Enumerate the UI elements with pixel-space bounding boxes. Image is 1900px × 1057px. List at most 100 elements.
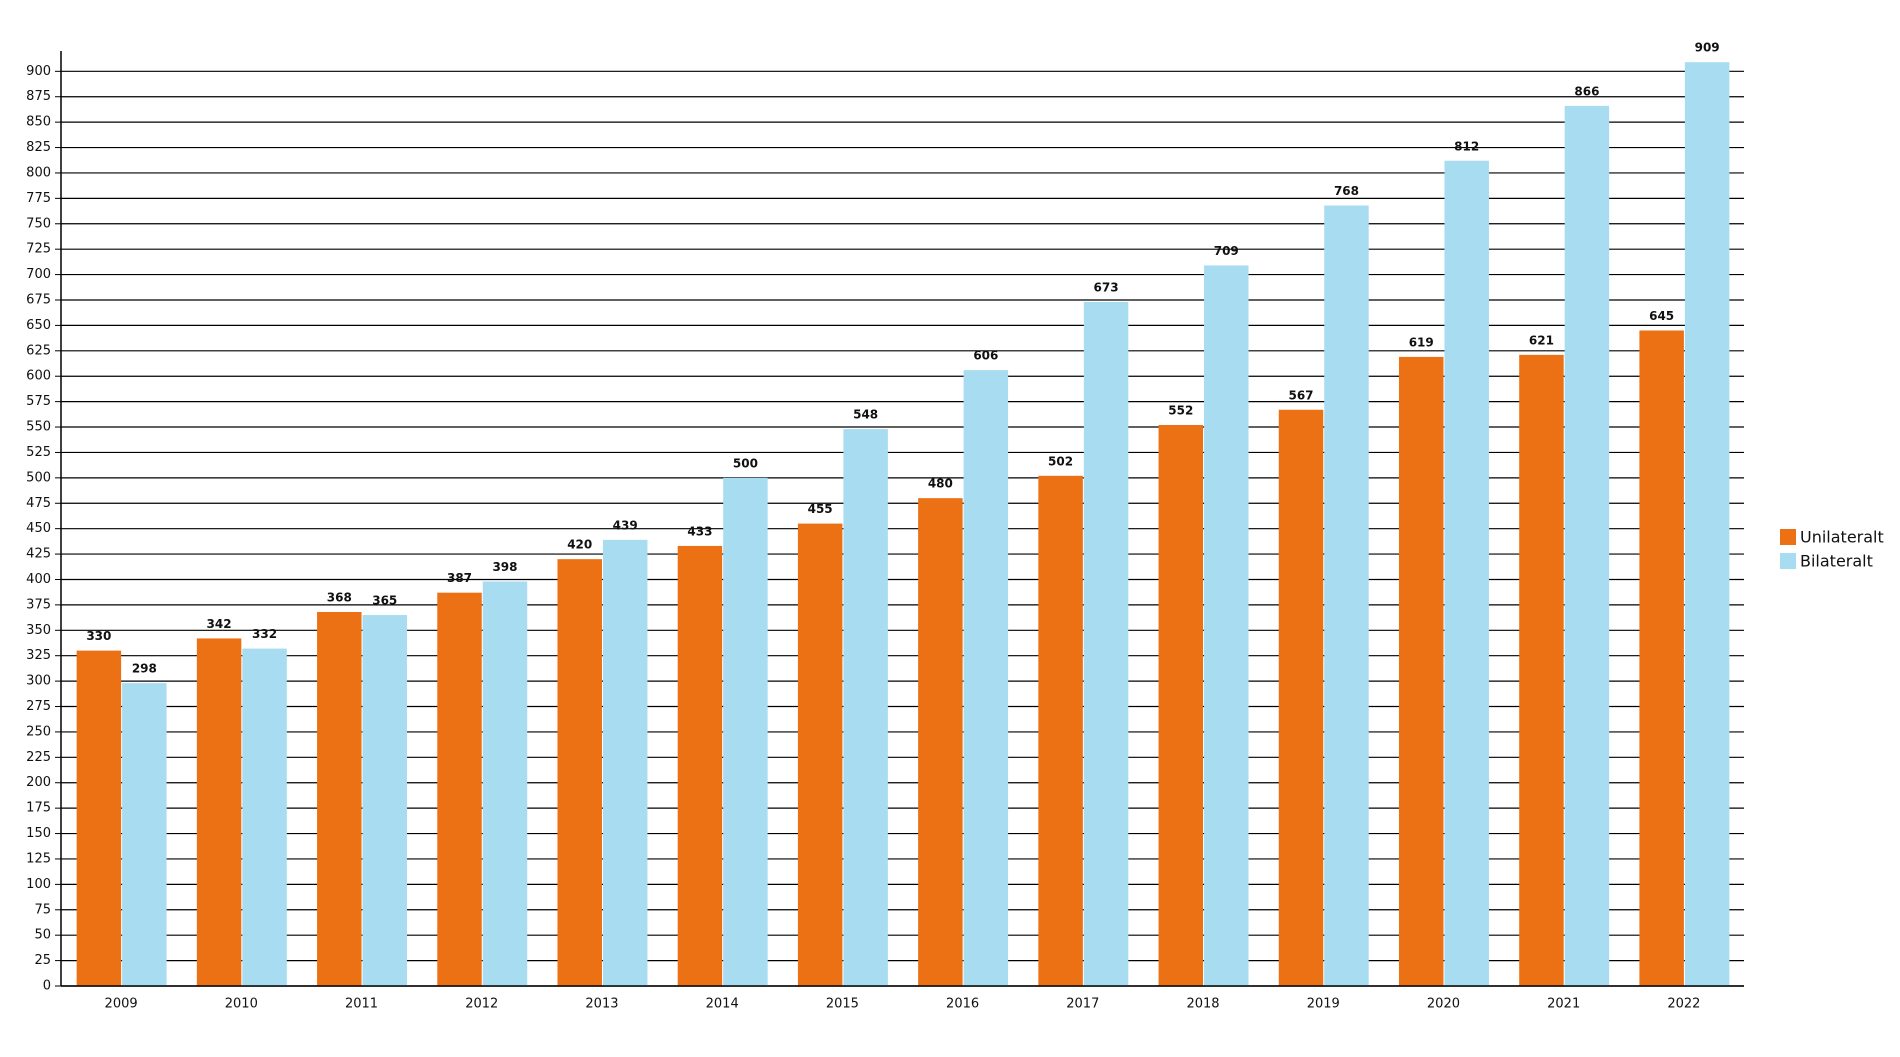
x-tick-label: 2014: [706, 997, 739, 1012]
y-tick-label: 550: [26, 420, 51, 435]
y-tick-label: 175: [26, 801, 51, 816]
y-tick-label: 850: [26, 115, 51, 130]
y-tick-label: 900: [26, 64, 51, 79]
value-label: 812: [1454, 139, 1479, 153]
bar: [1204, 265, 1249, 987]
x-tick-label: 2015: [826, 997, 859, 1012]
bar: [482, 581, 528, 986]
y-tick-label: 475: [26, 496, 51, 511]
bar: [196, 638, 242, 986]
x-tick-label: 2010: [225, 997, 258, 1012]
y-tick-label: 525: [26, 445, 51, 460]
y-tick-label: 650: [26, 318, 51, 333]
y-tick-label: 0: [43, 979, 51, 994]
legend-swatch: [1780, 553, 1796, 569]
y-tick-label: 825: [26, 140, 51, 155]
value-label: 433: [687, 524, 712, 538]
bar: [1564, 105, 1610, 986]
x-tick-label: 2018: [1186, 997, 1219, 1012]
y-tick-label: 575: [26, 394, 51, 409]
y-tick-label: 50: [34, 928, 51, 943]
value-label: 298: [132, 662, 157, 676]
y-tick-label: 375: [26, 597, 51, 612]
value-label: 621: [1529, 333, 1554, 347]
y-tick-label: 725: [26, 242, 51, 257]
y-tick-label: 150: [26, 826, 51, 841]
y-tick-label: 700: [26, 267, 51, 282]
value-label: 439: [613, 518, 638, 532]
y-tick-label: 325: [26, 648, 51, 663]
value-label: 455: [808, 502, 833, 516]
bar: [362, 615, 408, 986]
x-tick-label: 2016: [946, 997, 979, 1012]
value-label: 368: [327, 591, 352, 605]
value-label: 332: [252, 627, 277, 641]
legend-swatch: [1780, 529, 1796, 545]
bar: [242, 648, 287, 986]
bar: [122, 683, 167, 986]
y-tick-label: 300: [26, 674, 51, 689]
value-label: 480: [928, 477, 953, 491]
value-label: 552: [1168, 404, 1193, 418]
bar: [557, 559, 602, 986]
y-tick-label: 75: [34, 902, 51, 917]
value-label: 645: [1649, 309, 1674, 323]
x-tick-label: 2013: [585, 997, 618, 1012]
bar: [677, 545, 723, 986]
value-label: 548: [853, 408, 878, 422]
y-tick-label: 450: [26, 521, 51, 536]
bar: [1038, 475, 1083, 986]
bar: [843, 429, 888, 987]
y-tick-label: 225: [26, 750, 51, 765]
x-tick-label: 2011: [345, 997, 378, 1012]
bar: [963, 370, 1009, 986]
y-tick-label: 200: [26, 775, 51, 790]
bar: [797, 523, 843, 986]
bar: [1684, 62, 1730, 987]
bar: [1444, 160, 1489, 986]
value-label: 909: [1695, 41, 1720, 55]
y-tick-label: 350: [26, 623, 51, 638]
bar: [723, 477, 768, 986]
y-tick-label: 800: [26, 165, 51, 180]
y-tick-label: 750: [26, 216, 51, 231]
value-label: 567: [1288, 388, 1313, 402]
x-tick-label: 2017: [1066, 997, 1099, 1012]
y-tick-label: 775: [26, 191, 51, 206]
bar: [1158, 425, 1204, 986]
value-label: 768: [1334, 184, 1359, 198]
value-label: 606: [973, 349, 998, 363]
y-tick-label: 500: [26, 470, 51, 485]
value-label: 619: [1409, 335, 1434, 349]
y-tick-label: 675: [26, 292, 51, 307]
x-tick-label: 2022: [1667, 997, 1700, 1012]
y-tick-label: 875: [26, 89, 51, 104]
value-label: 342: [207, 617, 232, 631]
value-label: 420: [567, 538, 592, 552]
y-tick-label: 275: [26, 699, 51, 714]
bar: [1083, 302, 1129, 986]
y-tick-label: 625: [26, 343, 51, 358]
value-label: 709: [1214, 244, 1239, 258]
bar: [1398, 356, 1444, 987]
x-tick-label: 2020: [1427, 997, 1460, 1012]
y-tick-label: 425: [26, 547, 51, 562]
bar: [1324, 205, 1369, 986]
bar: [317, 612, 362, 986]
x-tick-label: 2009: [105, 997, 138, 1012]
bar: [437, 592, 482, 986]
value-label: 387: [447, 571, 472, 585]
value-label: 500: [733, 456, 758, 470]
value-label: 365: [372, 594, 397, 608]
bar: [76, 650, 122, 986]
value-label: 398: [492, 560, 517, 574]
value-label: 502: [1048, 454, 1073, 468]
y-tick-label: 600: [26, 369, 51, 384]
y-tick-label: 125: [26, 851, 51, 866]
x-tick-label: 2021: [1547, 997, 1580, 1012]
y-tick-label: 400: [26, 572, 51, 587]
bar: [1519, 354, 1564, 986]
value-label: 673: [1094, 281, 1119, 295]
bar: [1639, 330, 1684, 986]
